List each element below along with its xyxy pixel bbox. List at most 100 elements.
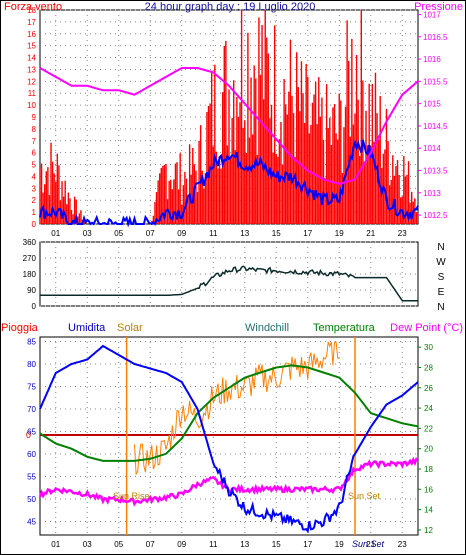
wind-x-tick-label: 21	[366, 229, 375, 238]
compass-label: N	[437, 242, 444, 253]
humidity-line	[39, 344, 419, 534]
label-dew-point: Dew Point (°C)	[390, 322, 463, 334]
wind-x-tick-label: 19	[335, 229, 344, 238]
wind-left-label: Forza vento	[4, 1, 62, 13]
direction-line	[40, 265, 418, 302]
temperature-x-tick-label: 19	[335, 540, 344, 549]
humidity-tick-label: 45	[27, 518, 36, 527]
wind-tick-label: 14	[27, 54, 36, 63]
temperature-right-ticks: 12 14 16 18 20 22 24 26 28 30	[418, 343, 433, 535]
compass-label: N	[437, 302, 444, 313]
wind-tick-label: 3	[32, 184, 37, 193]
temperature-x-tick-label: 09	[177, 540, 186, 549]
pressure-tick-label: 1013	[423, 189, 441, 198]
wind-x-tick-label: 01	[51, 229, 60, 238]
temperature-x-tick-label: 13	[240, 540, 249, 549]
wind-x-tick-label: 13	[240, 229, 249, 238]
direction-plot-area	[39, 241, 419, 307]
pressure-tick-label: 1016.5	[423, 33, 448, 42]
pressure-right-label: Pressione	[414, 1, 463, 13]
humidity-left-ticks: 45 50 55 60 65 70 75 80 85	[27, 338, 36, 527]
pressure-tick-label: 1016	[423, 55, 441, 64]
temperature-tick-label: 26	[424, 384, 433, 393]
wind-chart-title: 24 hour graph day : 19 Luglio 2020	[145, 1, 316, 13]
wind-x-tick-label: 03	[83, 229, 92, 238]
pressure-tick-label: 1017	[423, 10, 441, 19]
humidity-tick-label: 80	[27, 360, 36, 369]
pressure-tick-label: 1015	[423, 100, 441, 109]
wind-tick-label: 12	[27, 77, 36, 86]
temperature-tick-label: 22	[424, 424, 433, 433]
compass-label: W	[436, 257, 446, 268]
wind-tick-label: 16	[27, 30, 36, 39]
humidity-tick-label: 55	[27, 473, 36, 482]
wind-tick-label: 11	[28, 89, 37, 98]
wind-x-tick-label: 09	[177, 229, 186, 238]
wind-x-tick-label: 17	[303, 229, 312, 238]
wind-series	[39, 10, 419, 228]
direction-tick-label: 180	[23, 270, 37, 279]
temperature-x-tick-label: 21	[366, 540, 375, 549]
wind-tick-label: 4	[32, 172, 37, 181]
wind-tick-label: 10	[27, 101, 36, 110]
annotation-sun-rise: Sun Rise	[113, 491, 150, 501]
wind-tick-label: 5	[32, 161, 37, 170]
wind-tick-label: 2	[32, 196, 37, 205]
direction-grid	[40, 241, 418, 307]
temperature-tick-label: 24	[424, 404, 433, 413]
label-solar: Solar	[117, 322, 143, 334]
wind-tick-label: 8	[32, 125, 37, 134]
wind-average-line	[39, 139, 419, 228]
wind-x-tick-label: 11	[209, 229, 218, 238]
temperature-tick-label: 12	[424, 526, 433, 535]
temperature-tick-label: 18	[424, 465, 433, 474]
wind-x-tick-label: 07	[146, 229, 155, 238]
solar-line	[134, 341, 340, 476]
temperature-x-tick-label: 05	[114, 540, 123, 549]
temperature-line	[39, 364, 419, 462]
direction-tick-label: 360	[23, 238, 37, 247]
temperature-tick-label: 20	[424, 445, 433, 454]
temperature-x-tick-label: 23	[398, 540, 407, 549]
humidity-tick-label: 65	[27, 428, 36, 437]
wind-tick-label: 0	[32, 220, 37, 229]
humidity-tick-label: 85	[27, 338, 36, 347]
wind-pressure-panel: Forza vento 24 hour graph day : 19 Lugli…	[4, 1, 463, 238]
humidity-tick-label: 50	[27, 495, 36, 504]
wind-x-tick-label: 23	[398, 229, 407, 238]
temperature-x-tick-label: 07	[146, 540, 155, 549]
temperature-x-tick-label: 15	[272, 540, 281, 549]
wind-tick-label: 18	[27, 6, 36, 15]
wind-x-tick-label: 05	[114, 229, 123, 238]
temperature-x-tick-label: 11	[209, 540, 218, 549]
direction-tick-label: 90	[27, 286, 36, 295]
label-umidita: Umidita	[68, 322, 106, 334]
temperature-series	[38, 337, 419, 535]
wind-tick-label: 15	[27, 42, 36, 51]
pressure-line	[39, 67, 419, 185]
annotation-sun-set: Sun Set	[348, 491, 381, 501]
humidity-tick-label: 60	[27, 450, 36, 459]
temperature-x-tick-label: 17	[303, 540, 312, 549]
wind-tick-label: 6	[32, 149, 37, 158]
compass-label: S	[438, 272, 445, 283]
wind-tick-label: 9	[32, 113, 37, 122]
humidity-tick-label: 70	[27, 405, 36, 414]
direction-tick-label: 0	[32, 302, 37, 311]
direction-series	[40, 265, 418, 302]
label-pioggia: Pioggia	[1, 322, 39, 334]
wind-tick-label: 1	[32, 208, 37, 217]
temperature-tick-label: 30	[424, 343, 433, 352]
temperature-tick-label: 28	[424, 363, 433, 372]
pressure-right-ticks: 1012.5 1013 1013.5 1014 1014.5 1015 1015.5 1016…	[418, 10, 448, 220]
wind-x-ticks: 01 03 05 07 09 11 13 15 17 19 21 23	[51, 229, 407, 238]
label-temperatura: Temperatura	[313, 322, 376, 334]
temperature-x-tick-label: 01	[51, 540, 60, 549]
wind-tick-label: 7	[32, 137, 37, 146]
pressure-tick-label: 1014	[423, 144, 441, 153]
